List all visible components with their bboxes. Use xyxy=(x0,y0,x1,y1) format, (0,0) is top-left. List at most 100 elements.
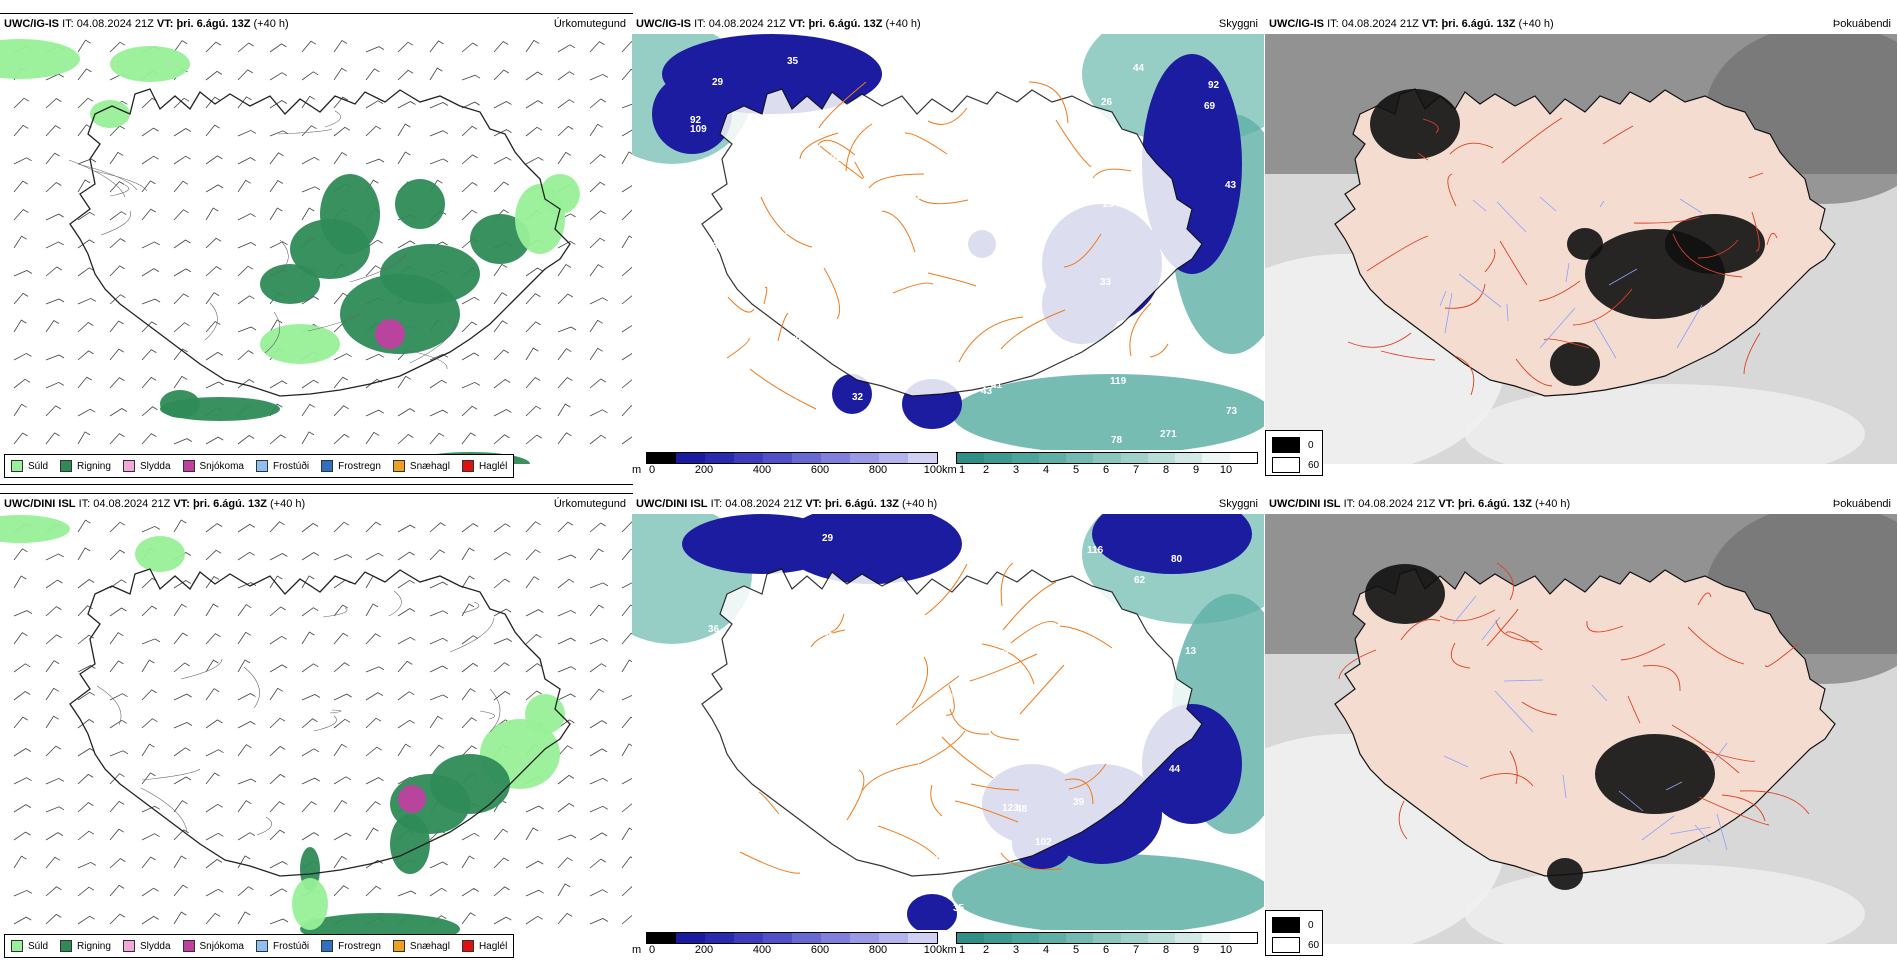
visibility-label: 92 xyxy=(690,115,702,126)
visibility-label: 36 xyxy=(708,624,720,635)
lead-time: (+40 h) xyxy=(253,18,289,30)
fog-legend-value: 0 xyxy=(1308,919,1314,931)
fog-swatch xyxy=(1272,437,1300,453)
island xyxy=(701,88,1203,397)
colorbar-tick: 2 xyxy=(982,464,990,476)
visibility-label: 86 xyxy=(950,849,962,860)
legend-swatch xyxy=(11,940,23,952)
visibility-label: 402 xyxy=(929,216,946,227)
legend-swatch xyxy=(255,460,268,472)
colorbar-step xyxy=(647,453,676,463)
visibility-label: 37 xyxy=(1026,754,1038,765)
visibility-label: 23 xyxy=(709,635,721,646)
visibility-label: 36 xyxy=(820,409,832,420)
colorbar-step xyxy=(1011,453,1039,463)
visibility-label: 88 xyxy=(676,365,688,376)
visibility-label: 92 xyxy=(1208,80,1220,91)
colorbar-step xyxy=(1147,933,1176,943)
fog-legend-value: 0 xyxy=(1308,439,1314,451)
lead-time: (+40 h) xyxy=(1534,498,1571,510)
legend-swatch xyxy=(461,940,474,952)
roads xyxy=(739,562,1113,874)
visibility-label: 38 xyxy=(860,830,872,841)
visibility-values: 108 118 111 92 92 271 114 37 107 44 39 33 99 109 73 79 4… xyxy=(676,49,1238,446)
legend-label: Snjókoma xyxy=(199,940,244,952)
colorbar-step xyxy=(676,453,705,463)
legend-label: Frostúði xyxy=(272,940,310,952)
colorbar-tick: 600 xyxy=(810,464,830,476)
legend-label: Frostúði xyxy=(272,460,310,472)
colorbar-step xyxy=(1093,933,1121,943)
valid-time: þri. 6.ágú. 13Z xyxy=(824,498,899,510)
colorbar-step xyxy=(850,933,879,943)
visibility-label: 41 xyxy=(991,380,1003,391)
visibility-label: 37 xyxy=(712,658,724,669)
panel-header: UWC/DINI ISL IT: 04.08.2024 21Z VT: þri.… xyxy=(1265,494,1897,514)
colorbar-step xyxy=(957,453,985,463)
visibility-label: 43 xyxy=(1014,290,1026,301)
rivers xyxy=(1443,595,1728,851)
rivers xyxy=(1439,196,1703,359)
colorbar-step xyxy=(1120,453,1148,463)
colorbar-step xyxy=(957,933,985,943)
visibility-label: 59 xyxy=(917,191,929,202)
legend-swatch xyxy=(122,940,135,952)
lead-time: (+40 h) xyxy=(885,18,921,30)
map-canvas[interactable] xyxy=(0,34,632,464)
colorbar-step xyxy=(908,453,937,463)
legend-item: Snjókoma xyxy=(182,940,244,952)
visibility-values: 90 105 102 123 135 37 86 80 39 48 43 38 73 13 327 62 60 1… xyxy=(687,533,1197,914)
legend-swatch xyxy=(461,460,474,472)
legend-item: Haglél xyxy=(461,460,507,472)
legend-label: Haglél xyxy=(478,940,508,952)
panel-header: UWC/IG-IS IT: 04.08.2024 21Z VT: þri. 6.… xyxy=(0,14,632,34)
fog-swatch xyxy=(1272,457,1300,473)
map-canvas[interactable] xyxy=(1265,514,1897,944)
panel-header: UWC/DINI ISL IT: 04.08.2024 21Z VT: þri.… xyxy=(0,494,632,514)
sea-visibility-area xyxy=(952,854,1264,934)
visibility-label: 44 xyxy=(1133,63,1145,74)
colorbar-tick: 3 xyxy=(1012,464,1020,476)
visibility-label: 42 xyxy=(902,695,914,706)
visibility-label: 114 xyxy=(738,247,755,258)
visibility-label: 123 xyxy=(1002,803,1019,814)
colorbar-tick: 5 xyxy=(1072,464,1080,476)
colorbar-step xyxy=(705,933,734,943)
map-canvas[interactable] xyxy=(1265,34,1897,464)
legend-swatch xyxy=(392,460,405,472)
visibility-colorbar-m: m 0 200 400 600 800 1000 xyxy=(632,930,948,960)
colorbar-step xyxy=(1011,933,1039,943)
map-canvas[interactable]: 108 118 111 92 92 271 114 37 107 44 39 33 99 109 73 79 4… xyxy=(632,34,1264,464)
colorbar-tick: 10 xyxy=(1219,464,1233,476)
wind-barbs xyxy=(13,519,632,925)
colorbar-unit: m xyxy=(632,464,642,476)
visibility-label: 26 xyxy=(1101,97,1113,108)
visibility-label: 118 xyxy=(928,61,945,72)
visibility-label: 43 xyxy=(718,881,730,892)
visibility-label: 35 xyxy=(953,903,965,914)
visibility-colorbar-km: km 1 2 3 4 5 6 7 8 9 10 xyxy=(942,450,1262,480)
visibility-label: 29 xyxy=(822,533,834,544)
colorbar-step xyxy=(1229,453,1257,463)
visibility-label: 69 xyxy=(1204,101,1216,112)
visibility-label: 35 xyxy=(787,56,799,67)
visibility-label: 99 xyxy=(902,49,914,60)
lead-time: (+40 h) xyxy=(1518,18,1554,30)
panel-header: UWC/IG-IS IT: 04.08.2024 21Z VT: þri. 6.… xyxy=(1265,14,1897,34)
visibility-label: 33 xyxy=(1100,277,1112,288)
fog-legend: 0 60 xyxy=(1265,430,1323,476)
visibility-label: 37 xyxy=(1006,122,1018,133)
visibility-label: 190 xyxy=(971,347,988,358)
legend-item: Súld xyxy=(11,940,48,952)
roads xyxy=(68,110,457,370)
map-canvas[interactable] xyxy=(0,514,632,944)
visibility-label: 36 xyxy=(803,709,815,720)
visibility-label: 44 xyxy=(985,832,997,843)
colorbar-tick: 4 xyxy=(1042,464,1050,476)
map-canvas[interactable]: 90 105 102 123 135 37 86 80 39 48 43 38 73 13 327 62 60 1… xyxy=(632,514,1264,944)
colorbar-step xyxy=(821,933,850,943)
colorbar-step xyxy=(792,933,821,943)
colorbar-tick: 0 xyxy=(648,464,656,476)
fog-legend-row: 0 xyxy=(1272,437,1314,453)
